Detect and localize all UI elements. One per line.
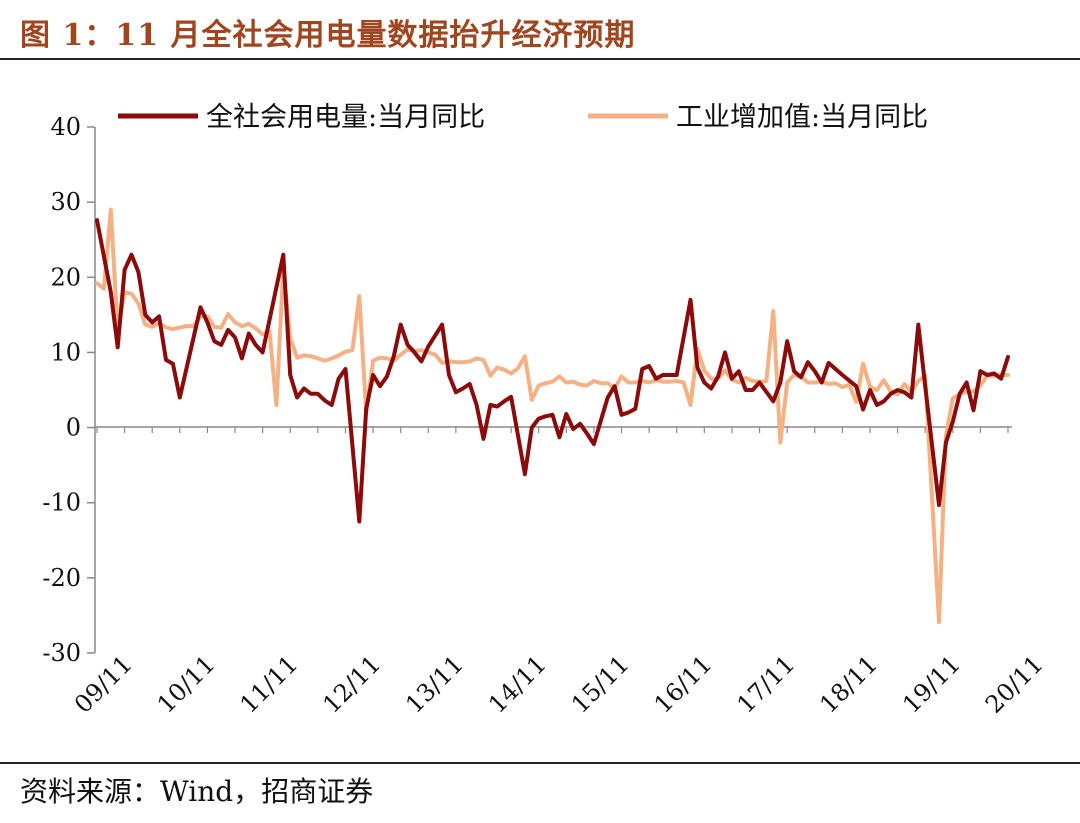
x-tick-label: 19/11 — [897, 650, 966, 719]
y-tick-label: 30 — [50, 188, 81, 216]
x-tick-label: 18/11 — [814, 650, 883, 719]
x-tick-label: 10/11 — [152, 650, 221, 719]
y-tick-label: 40 — [50, 113, 81, 141]
x-tick-label: 14/11 — [483, 650, 552, 719]
x-tick-label: 17/11 — [732, 650, 801, 719]
line-chart: 全社会用电量:当月同比 工业增加值:当月同比 40 30 20 10 0 -10 -20 -3… — [42, 102, 1049, 719]
x-tick-label: 16/11 — [649, 650, 718, 719]
x-tick-label: 11/11 — [235, 650, 304, 719]
x-tick-label: 20/11 — [980, 650, 1049, 719]
source-rule — [0, 762, 1080, 764]
chart-legend: 全社会用电量:当月同比 工业增加值:当月同比 — [118, 102, 928, 133]
title-rule — [0, 58, 1080, 60]
series-line-electricity — [95, 218, 1010, 524]
y-tick-label: 20 — [50, 263, 81, 291]
x-tick-label: 13/11 — [400, 650, 469, 719]
x-tick-label: 15/11 — [566, 650, 635, 719]
source-note: 资料来源：Wind，招商证券 — [20, 775, 374, 808]
y-tick-label: -20 — [42, 564, 81, 592]
y-tick-label: 10 — [50, 338, 81, 366]
y-tick-label: 0 — [66, 414, 81, 442]
x-tick-label: 12/11 — [317, 650, 386, 719]
legend-label-industrial: 工业增加值:当月同比 — [676, 102, 928, 133]
y-tick-label: -10 — [42, 489, 81, 517]
chart-series — [95, 207, 1010, 625]
figure-title: 图 1：11 月全社会用电量数据抬升经济预期 — [20, 18, 636, 53]
y-tick-label: -30 — [42, 639, 81, 667]
series-line-industrial — [95, 207, 1010, 625]
legend-label-electricity: 全社会用电量:当月同比 — [206, 102, 485, 133]
